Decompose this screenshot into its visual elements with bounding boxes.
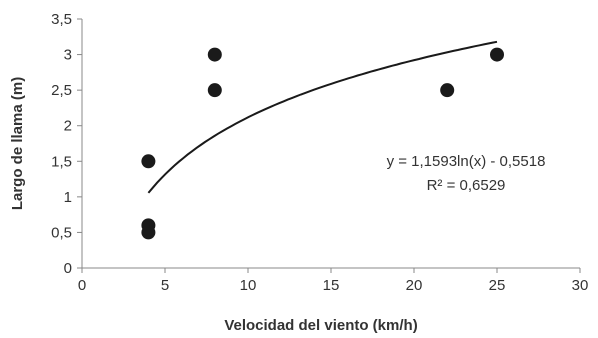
data-points [141,47,504,240]
data-point [141,225,156,240]
trendline-equation: y = 1,1593ln(x) - 0,5518 [387,153,546,170]
y-tick-label: 2,5 [51,82,72,99]
data-point [207,83,222,98]
data-point [440,83,455,98]
r-squared-label: R² = 0,6529 [427,177,506,194]
x-tick-label: 30 [572,277,589,294]
y-tick-label: 3,5 [51,11,72,28]
x-tick-label: 5 [161,277,169,294]
x-axis-title: Velocidad del viento (km/h) [224,317,417,334]
y-tick-label: 1,5 [51,153,72,170]
x-tick-label: 25 [489,277,506,294]
y-tick-label: 0,5 [51,224,72,241]
y-tick-label: 3 [64,47,72,64]
y-tick-label: 2 [64,118,72,135]
y-tick-label: 1 [64,189,72,206]
x-tick-label: 15 [323,277,340,294]
axes [77,18,581,273]
trendline [147,40,498,194]
x-tick-label: 10 [240,277,257,294]
data-point [207,47,222,62]
data-point [490,47,504,62]
tick-labels: 0 5 10 15 20 25 30 0 0,5 1 1,5 2 2,5 3 3,5 [51,11,588,294]
x-tick-label: 0 [78,277,86,294]
y-tick-label: 0 [64,260,72,277]
x-tick-label: 20 [406,277,423,294]
data-point [141,154,156,169]
y-axis-title: Largo de llama (m) [9,77,26,210]
